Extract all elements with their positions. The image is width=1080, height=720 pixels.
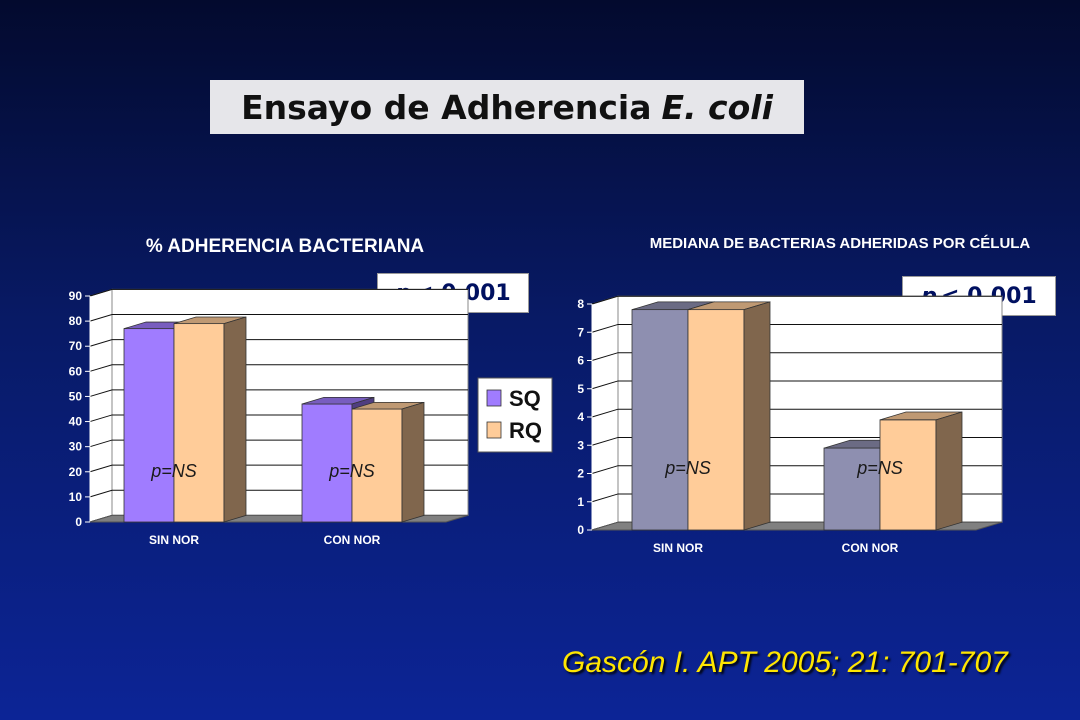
right-chart-x-tick-label: CON NOR xyxy=(842,541,899,555)
right-chart-bar-side xyxy=(743,301,771,531)
slide-title-italic: E. coli xyxy=(661,87,773,127)
right-chart-y-tick-label: 1 xyxy=(577,495,584,509)
left-chart-gridline xyxy=(89,288,468,297)
left-chart-title: % ADHERENCIA BACTERIANA xyxy=(145,236,425,257)
left-chart-annotation: p=NS xyxy=(150,461,197,481)
left-chart-y-tick-label: 20 xyxy=(69,465,83,479)
left-chart-annotation: p=NS xyxy=(328,461,375,481)
right-chart-y-tick-label: 0 xyxy=(577,523,584,537)
right-chart-y-tick-label: 4 xyxy=(577,410,584,424)
slide-title: Ensayo de Adherencia E. coli xyxy=(210,80,804,134)
left-chart-gridline xyxy=(89,314,468,322)
right-chart-gridline xyxy=(591,380,1002,390)
legend-label-sq: SQ xyxy=(509,386,541,411)
right-chart-gridline xyxy=(591,323,1002,333)
right-chart-title: MEDIANA DE BACTERIAS ADHERIDAS POR CÉLUL… xyxy=(649,235,1031,252)
left-chart-y-tick-label: 50 xyxy=(69,389,83,403)
right-chart-y-tick-label: 2 xyxy=(577,467,584,481)
right-chart-annotation: p=NS xyxy=(664,458,711,478)
right-chart-bar-side xyxy=(935,411,963,531)
right-chart-y-tick-label: 5 xyxy=(577,382,584,396)
left-chart-y-tick-label: 30 xyxy=(69,440,83,454)
right-chart-gridline xyxy=(591,352,1002,361)
left-chart-gridline xyxy=(89,339,468,347)
left-chart-side-wall xyxy=(89,288,113,523)
left-chart-x-tick-label: CON NOR xyxy=(324,533,381,547)
right-chart-gridline xyxy=(591,295,1002,305)
left-chart-bar-side xyxy=(401,401,425,523)
right-chart-bar-series2-sin-nor xyxy=(687,309,745,531)
left-chart-bar-sq-sin-nor xyxy=(123,328,175,523)
right-chart-gridline xyxy=(591,408,1002,418)
left-chart-y-tick-label: 0 xyxy=(75,515,82,529)
slide-title-main: Ensayo de Adherencia xyxy=(241,87,652,127)
left-chart-bar-rq-con-nor xyxy=(351,408,403,523)
right-chart-annotation: p=NS xyxy=(856,458,903,478)
right-chart-y-tick-label: 7 xyxy=(577,325,584,339)
left-chart-bar-rq-sin-nor xyxy=(173,323,225,523)
left-chart-bar-side xyxy=(223,316,247,523)
right-chart-x-tick-label: SIN NOR xyxy=(653,541,703,555)
left-chart-y-tick-label: 40 xyxy=(69,415,83,429)
right-chart-bar-series1-sin-nor xyxy=(631,309,689,531)
right-chart-gridline xyxy=(591,436,1002,446)
right-chart-bar-series2-con-nor xyxy=(879,419,937,531)
legend-swatch-rq xyxy=(486,421,502,439)
legend-label-rq: RQ xyxy=(509,418,542,443)
legend-swatch-sq xyxy=(486,389,502,407)
left-chart-gridline xyxy=(89,364,468,372)
right-chart-y-tick-label: 3 xyxy=(577,438,584,452)
left-chart-gridline xyxy=(89,389,468,397)
left-chart-y-tick-label: 60 xyxy=(69,364,83,378)
right-chart-y-tick-label: 8 xyxy=(577,297,584,311)
left-chart-x-tick-label: SIN NOR xyxy=(149,533,199,547)
left-chart-y-tick-label: 70 xyxy=(69,339,83,353)
left-chart-y-tick-label: 10 xyxy=(69,490,83,504)
left-chart-y-tick-label: 80 xyxy=(69,314,83,328)
citation: Gascón I. APT 2005; 21: 701-707 xyxy=(562,646,1008,679)
right-chart-y-tick-label: 6 xyxy=(577,354,584,368)
left-chart-y-tick-label: 90 xyxy=(69,289,83,303)
